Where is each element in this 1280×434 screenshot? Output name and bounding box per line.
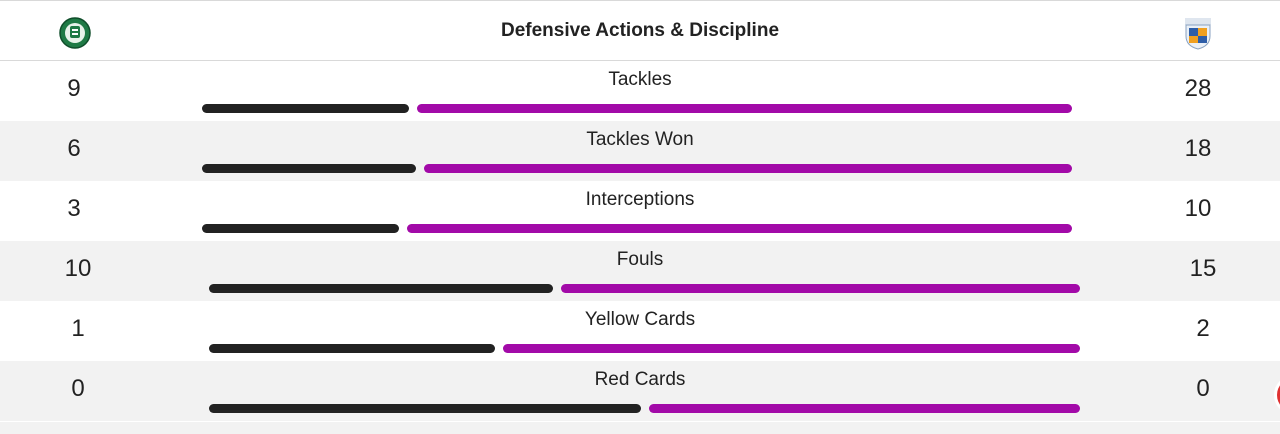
- away-team-crest-icon[interactable]: [1182, 16, 1214, 50]
- home-team-crest-icon[interactable]: [59, 16, 91, 50]
- stat-label: Red Cards: [594, 369, 686, 390]
- stat-row: 10 Fouls 15: [0, 241, 1280, 301]
- stat-row: 0 Red Cards 0: [0, 361, 1280, 421]
- away-stat-bar: [649, 404, 1080, 413]
- home-stat-value: 6: [67, 135, 81, 162]
- home-stat-value: 0: [71, 375, 85, 402]
- away-stat-bar: [417, 104, 1072, 113]
- away-stat-bar: [424, 164, 1072, 173]
- home-stat-bar: [209, 284, 553, 293]
- section-title: Defensive Actions & Discipline: [500, 20, 780, 41]
- away-stat-bar: [407, 224, 1072, 233]
- away-stat-value: 18: [1184, 135, 1212, 162]
- away-stat-bar: [503, 344, 1080, 353]
- stat-label: Fouls: [616, 249, 664, 270]
- bottom-divider: [0, 422, 1280, 434]
- away-stat-value: 28: [1184, 75, 1212, 102]
- away-stat-bar: [561, 284, 1080, 293]
- stat-row: 1 Yellow Cards 2: [0, 301, 1280, 361]
- home-stat-bar: [202, 224, 399, 233]
- stat-row: 9 Tackles 28: [0, 61, 1280, 121]
- home-stat-value: 1: [71, 315, 85, 342]
- stat-row: 3 Interceptions 10: [0, 181, 1280, 241]
- stat-label: Tackles: [608, 69, 672, 90]
- stat-label: Yellow Cards: [584, 309, 696, 330]
- stat-label: Tackles Won: [586, 129, 694, 150]
- home-stat-bar: [209, 404, 641, 413]
- home-stat-bar: [209, 344, 495, 353]
- section-header: Defensive Actions & Discipline: [0, 0, 1280, 61]
- away-stat-value: 10: [1184, 195, 1212, 222]
- stat-label: Interceptions: [585, 189, 695, 210]
- away-stat-value: 2: [1196, 315, 1210, 342]
- away-stat-value: 0: [1196, 375, 1210, 402]
- away-stat-value: 15: [1189, 255, 1217, 282]
- stat-row: 6 Tackles Won 18: [0, 121, 1280, 181]
- home-stat-value: 10: [64, 255, 92, 282]
- home-stat-value: 3: [67, 195, 81, 222]
- home-stat-bar: [202, 104, 409, 113]
- home-stat-bar: [202, 164, 416, 173]
- home-stat-value: 9: [67, 75, 81, 102]
